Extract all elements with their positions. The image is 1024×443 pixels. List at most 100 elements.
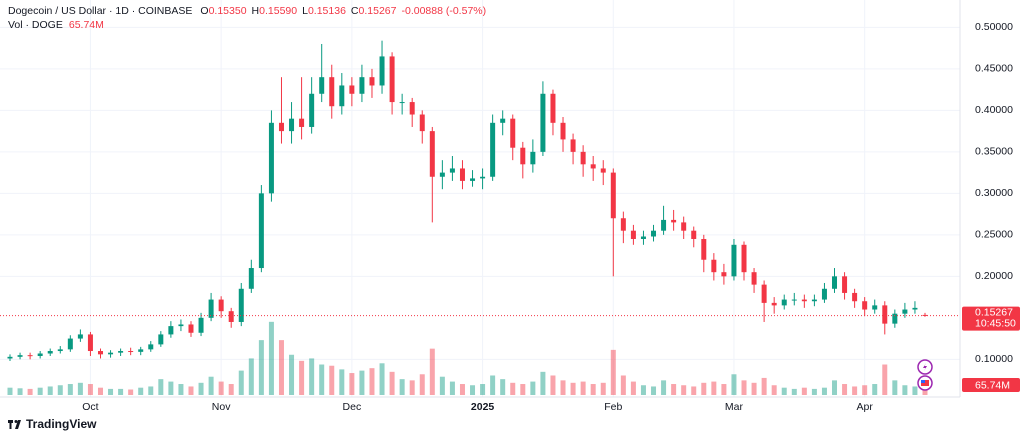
readout-value: 0.15267 <box>359 5 397 17</box>
volume-bar <box>459 384 465 395</box>
candle-body <box>429 131 435 177</box>
volume-bar <box>821 387 827 395</box>
price-label-box <box>962 306 1020 331</box>
volume-bar <box>128 389 134 395</box>
candle-body <box>510 118 516 148</box>
volume-bar <box>651 386 657 395</box>
volume-bar <box>429 348 435 395</box>
candle-body <box>409 102 415 115</box>
readout-value: 0.15350 <box>209 5 247 17</box>
candle-body <box>248 268 254 289</box>
candle-body <box>379 56 385 86</box>
y-tick-label: 0.35000 <box>975 146 1013 158</box>
candle-body <box>590 164 596 169</box>
candle-body <box>449 168 455 173</box>
x-tick-label: Dec <box>343 401 362 413</box>
volume-bar <box>832 380 838 395</box>
candle-body <box>832 276 838 289</box>
y-tick-label: 0.30000 <box>975 187 1013 199</box>
candle-body <box>359 77 365 94</box>
volume-bar <box>801 387 807 395</box>
candle-body <box>711 259 717 273</box>
volume-bar <box>87 384 93 395</box>
volume-bar <box>902 385 908 395</box>
volume-bar <box>701 382 707 395</box>
candle-body <box>7 356 13 359</box>
candle-body <box>309 93 315 127</box>
candle-body <box>148 344 154 350</box>
candle-body <box>821 288 827 300</box>
volume-bar <box>289 354 295 395</box>
volume-bar <box>490 375 496 395</box>
candle-body <box>238 288 244 322</box>
candle-body <box>751 272 757 285</box>
candle-body <box>108 352 114 355</box>
volume-bar <box>258 340 264 395</box>
candle-body <box>289 118 295 132</box>
x-tick-label: Oct <box>82 401 98 413</box>
candle-body <box>842 276 848 293</box>
candle-body <box>470 178 476 181</box>
candle-body <box>208 299 214 318</box>
readout-value: 0.15590 <box>259 5 297 17</box>
volume-bar <box>399 379 405 395</box>
candle-body <box>419 114 425 132</box>
volume-bar <box>570 382 576 395</box>
candle-body <box>902 309 908 314</box>
volume-bar <box>389 371 395 395</box>
y-tick-label: 0.25000 <box>975 229 1013 241</box>
brand: TradingView <box>26 417 97 431</box>
readout-letter: L <box>302 5 308 17</box>
volume-bar <box>439 376 445 395</box>
volume-bar <box>369 368 375 395</box>
volume-bar <box>771 385 777 395</box>
plot <box>0 40 960 395</box>
candle-body <box>610 172 616 219</box>
candle-body <box>118 351 124 353</box>
candle-body <box>459 168 465 181</box>
volume-bar <box>892 380 898 395</box>
candle-body <box>480 176 486 179</box>
candle-body <box>550 93 556 123</box>
symbol-title: Dogecoin / US Dollar · 1D · COINBASE <box>8 5 192 17</box>
volume-bar <box>118 388 124 395</box>
volume-bar <box>148 386 154 395</box>
readout-letter: O <box>200 5 208 17</box>
candle-body <box>319 77 325 94</box>
y-tick-label: 0.20000 <box>975 270 1013 282</box>
candle-body <box>158 334 164 345</box>
volume-value: 65.74M <box>69 19 104 31</box>
volume-bar <box>640 385 646 395</box>
candle-body <box>661 219 667 231</box>
volume-bar <box>560 380 566 395</box>
volume-bar <box>97 387 103 395</box>
candle-body <box>218 299 224 312</box>
candle-body <box>198 317 204 333</box>
candle-body <box>912 307 918 310</box>
volume-bar <box>842 384 848 395</box>
volume-bar <box>158 379 164 395</box>
candle-body <box>771 302 777 306</box>
candle-body <box>852 292 858 302</box>
volume-bar <box>349 373 355 395</box>
candle-body <box>299 118 305 127</box>
volume-bar <box>580 381 586 395</box>
y-tick-label: 0.40000 <box>975 104 1013 116</box>
candle-body <box>781 299 787 306</box>
candle-body <box>258 193 264 269</box>
candle-body <box>892 313 898 324</box>
candle-body <box>811 299 817 302</box>
candle-body <box>560 122 566 140</box>
y-tick-label: 0.10000 <box>975 353 1013 365</box>
volume-bar <box>359 370 365 395</box>
volume-bar <box>630 381 636 395</box>
volume-bar <box>590 384 596 395</box>
volume-bar <box>449 381 455 395</box>
volume-bar <box>721 384 727 395</box>
volume-bar <box>339 369 345 395</box>
volume-bar <box>278 340 284 395</box>
readout-letter: C <box>351 5 359 17</box>
candle-body <box>168 326 174 335</box>
candle-body <box>540 93 546 152</box>
